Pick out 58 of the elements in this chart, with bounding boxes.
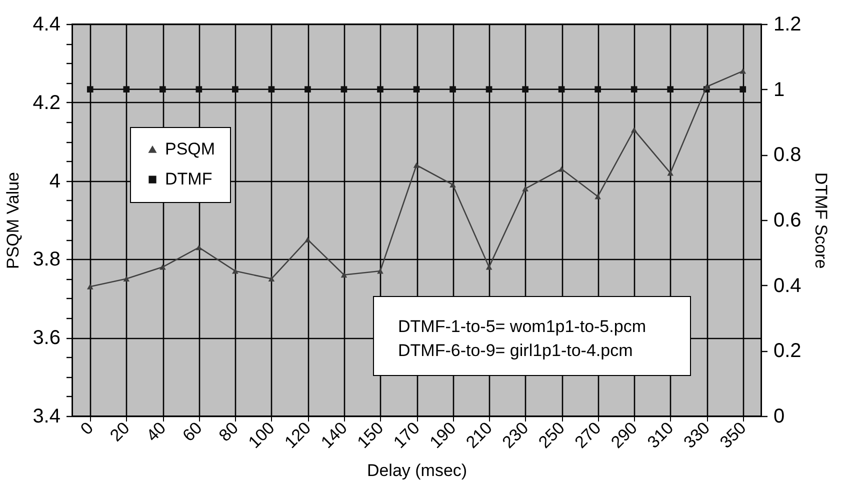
legend-label: PSQM bbox=[165, 140, 216, 158]
point bbox=[268, 276, 275, 282]
y2-tick-label: 0.8 bbox=[774, 144, 802, 166]
point bbox=[486, 264, 492, 270]
x-tick-label: 0 bbox=[76, 418, 97, 439]
x-tick-label: 330 bbox=[680, 418, 714, 452]
y2-tick-label: 0.4 bbox=[774, 274, 802, 297]
x-tick-label: 170 bbox=[390, 418, 424, 452]
x-tick-label: 40 bbox=[142, 418, 170, 446]
x-tick-label: 60 bbox=[178, 418, 206, 446]
point bbox=[304, 236, 311, 242]
y-tick-label: 3.4 bbox=[32, 406, 60, 428]
y-tick-label: 4 bbox=[49, 170, 60, 192]
annotation: DTMF-6-to-9= girl1p1-to-4.pcm bbox=[398, 340, 634, 362]
y-axis-title: PSQM Value bbox=[4, 172, 23, 270]
x-tick-label: 100 bbox=[244, 418, 278, 452]
y2-tick-label: 0.6 bbox=[774, 210, 802, 232]
point bbox=[740, 68, 746, 74]
point bbox=[522, 186, 528, 192]
x-tick-label: 230 bbox=[498, 418, 532, 452]
point bbox=[413, 162, 420, 168]
x-tick-label: 140 bbox=[317, 418, 351, 452]
legend-label: DTMF bbox=[165, 170, 212, 188]
point bbox=[340, 272, 348, 278]
y2-axis-title: DTMF Score bbox=[811, 172, 830, 269]
annotation: DTMF-1-to-5= wom1p1-to-5.pcm bbox=[398, 316, 647, 338]
x-tick-label: 210 bbox=[462, 418, 496, 452]
point bbox=[232, 268, 238, 274]
y-tick-label: 3.6 bbox=[32, 327, 60, 350]
x-tick-label: 190 bbox=[426, 418, 460, 452]
x-tick-label: 150 bbox=[354, 418, 388, 452]
point bbox=[630, 127, 638, 133]
x-tick-label: 250 bbox=[534, 418, 568, 452]
y2-tick-label: 0.2 bbox=[774, 340, 802, 362]
point bbox=[667, 170, 674, 176]
y2-tick-label: 1 bbox=[774, 78, 785, 101]
x-tick-label: 290 bbox=[607, 418, 641, 452]
x-tick-label: 350 bbox=[716, 418, 750, 452]
point bbox=[159, 264, 166, 270]
x-tick-label: 120 bbox=[281, 418, 315, 452]
x-tick-label: 310 bbox=[644, 418, 678, 452]
y-tick-label: 4.4 bbox=[32, 14, 60, 36]
y2-tick-label: 1.2 bbox=[774, 14, 802, 36]
point bbox=[450, 182, 456, 188]
point bbox=[123, 276, 130, 282]
y-tick-label: 4.2 bbox=[32, 92, 60, 114]
point bbox=[558, 166, 565, 172]
x-axis-title: Delay (msec) bbox=[366, 461, 468, 480]
x-tick-label: 270 bbox=[571, 418, 605, 452]
point bbox=[377, 268, 384, 274]
note-box: DTMF-1-to-5= wom1p1-to-5.pcm DTMF-6-to-9= girl1p1-to-4.pcm bbox=[373, 296, 691, 376]
point bbox=[196, 244, 202, 250]
point bbox=[703, 84, 710, 90]
point bbox=[594, 194, 601, 200]
x-tick-label: 80 bbox=[215, 418, 242, 446]
x-tick-label: 20 bbox=[106, 418, 134, 446]
point bbox=[86, 284, 94, 290]
y-tick-label: 3.8 bbox=[32, 248, 60, 271]
